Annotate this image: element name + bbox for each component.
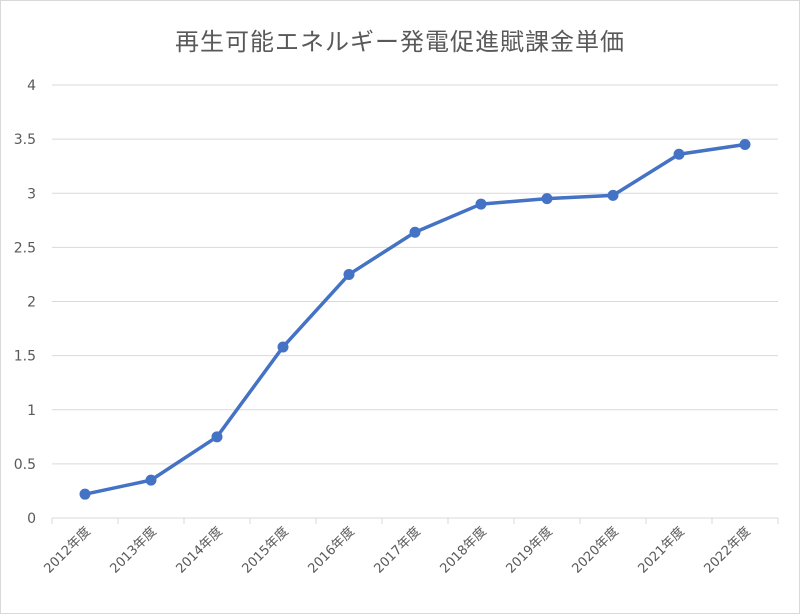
y-tick-label: 4 — [27, 78, 36, 94]
x-tick-label: 2013年度 — [107, 524, 160, 577]
y-tick-label: 2.5 — [14, 240, 36, 256]
data-point — [211, 431, 223, 443]
x-tick-label: 2021年度 — [635, 524, 688, 577]
chart-title: 再生可能エネルギー発電促進賦課金単価 — [175, 28, 625, 56]
y-tick-label: 3 — [27, 186, 36, 202]
y-tick-label: 1 — [27, 403, 36, 419]
series-group — [79, 139, 751, 500]
gridlines — [52, 84, 778, 465]
x-tick-label: 2014年度 — [173, 524, 226, 577]
x-axis-tick-labels: 2012年度 2013年度 2014年度 2015年度 2016年度 2017年度 2018… — [41, 524, 754, 577]
y-tick-label: 1.5 — [14, 349, 36, 365]
data-point — [673, 148, 685, 160]
series-line — [83, 142, 747, 496]
y-tick-label: 2 — [27, 295, 36, 311]
data-point — [277, 341, 289, 353]
x-tick-label: 2017年度 — [371, 524, 424, 577]
data-point — [739, 139, 751, 151]
x-tick-label: 2016年度 — [305, 524, 358, 577]
x-tick-label: 2019年度 — [503, 524, 556, 577]
data-point — [541, 193, 553, 205]
data-point — [343, 268, 355, 280]
x-tick-label: 2022年度 — [701, 524, 754, 577]
x-tick-label: 2012年度 — [41, 524, 94, 577]
data-point — [607, 189, 619, 201]
y-axis-tick-labels: 0 0.5 1 1.5 2 2.5 3 3.5 4 — [14, 78, 36, 527]
x-tick-label: 2018年度 — [437, 524, 490, 577]
data-point — [145, 474, 157, 486]
data-point — [79, 488, 91, 500]
x-tick-label: 2015年度 — [239, 524, 292, 577]
data-point — [409, 226, 421, 238]
x-tick-label: 2020年度 — [569, 524, 622, 577]
y-tick-label: 0.5 — [14, 457, 36, 473]
y-tick-label: 0 — [27, 511, 36, 527]
y-tick-label: 3.5 — [14, 132, 36, 148]
data-point — [475, 198, 487, 210]
x-axis — [51, 517, 779, 524]
